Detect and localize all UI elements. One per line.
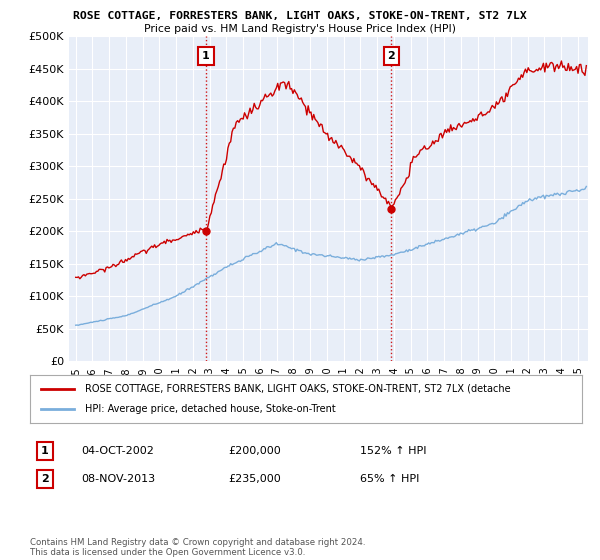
Text: Price paid vs. HM Land Registry's House Price Index (HPI): Price paid vs. HM Land Registry's House … bbox=[144, 24, 456, 34]
Text: 65% ↑ HPI: 65% ↑ HPI bbox=[360, 474, 419, 484]
Text: 2: 2 bbox=[388, 51, 395, 61]
Text: 152% ↑ HPI: 152% ↑ HPI bbox=[360, 446, 427, 456]
Text: ROSE COTTAGE, FORRESTERS BANK, LIGHT OAKS, STOKE-ON-TRENT, ST2 7LX (detache: ROSE COTTAGE, FORRESTERS BANK, LIGHT OAK… bbox=[85, 384, 511, 394]
Text: 08-NOV-2013: 08-NOV-2013 bbox=[81, 474, 155, 484]
Text: 1: 1 bbox=[41, 446, 49, 456]
Text: 04-OCT-2002: 04-OCT-2002 bbox=[81, 446, 154, 456]
Text: £200,000: £200,000 bbox=[228, 446, 281, 456]
Text: Contains HM Land Registry data © Crown copyright and database right 2024.
This d: Contains HM Land Registry data © Crown c… bbox=[30, 538, 365, 557]
Text: 1: 1 bbox=[202, 51, 210, 61]
Text: £235,000: £235,000 bbox=[228, 474, 281, 484]
Text: 2: 2 bbox=[41, 474, 49, 484]
Text: HPI: Average price, detached house, Stoke-on-Trent: HPI: Average price, detached house, Stok… bbox=[85, 404, 336, 414]
Text: ROSE COTTAGE, FORRESTERS BANK, LIGHT OAKS, STOKE-ON-TRENT, ST2 7LX: ROSE COTTAGE, FORRESTERS BANK, LIGHT OAK… bbox=[73, 11, 527, 21]
